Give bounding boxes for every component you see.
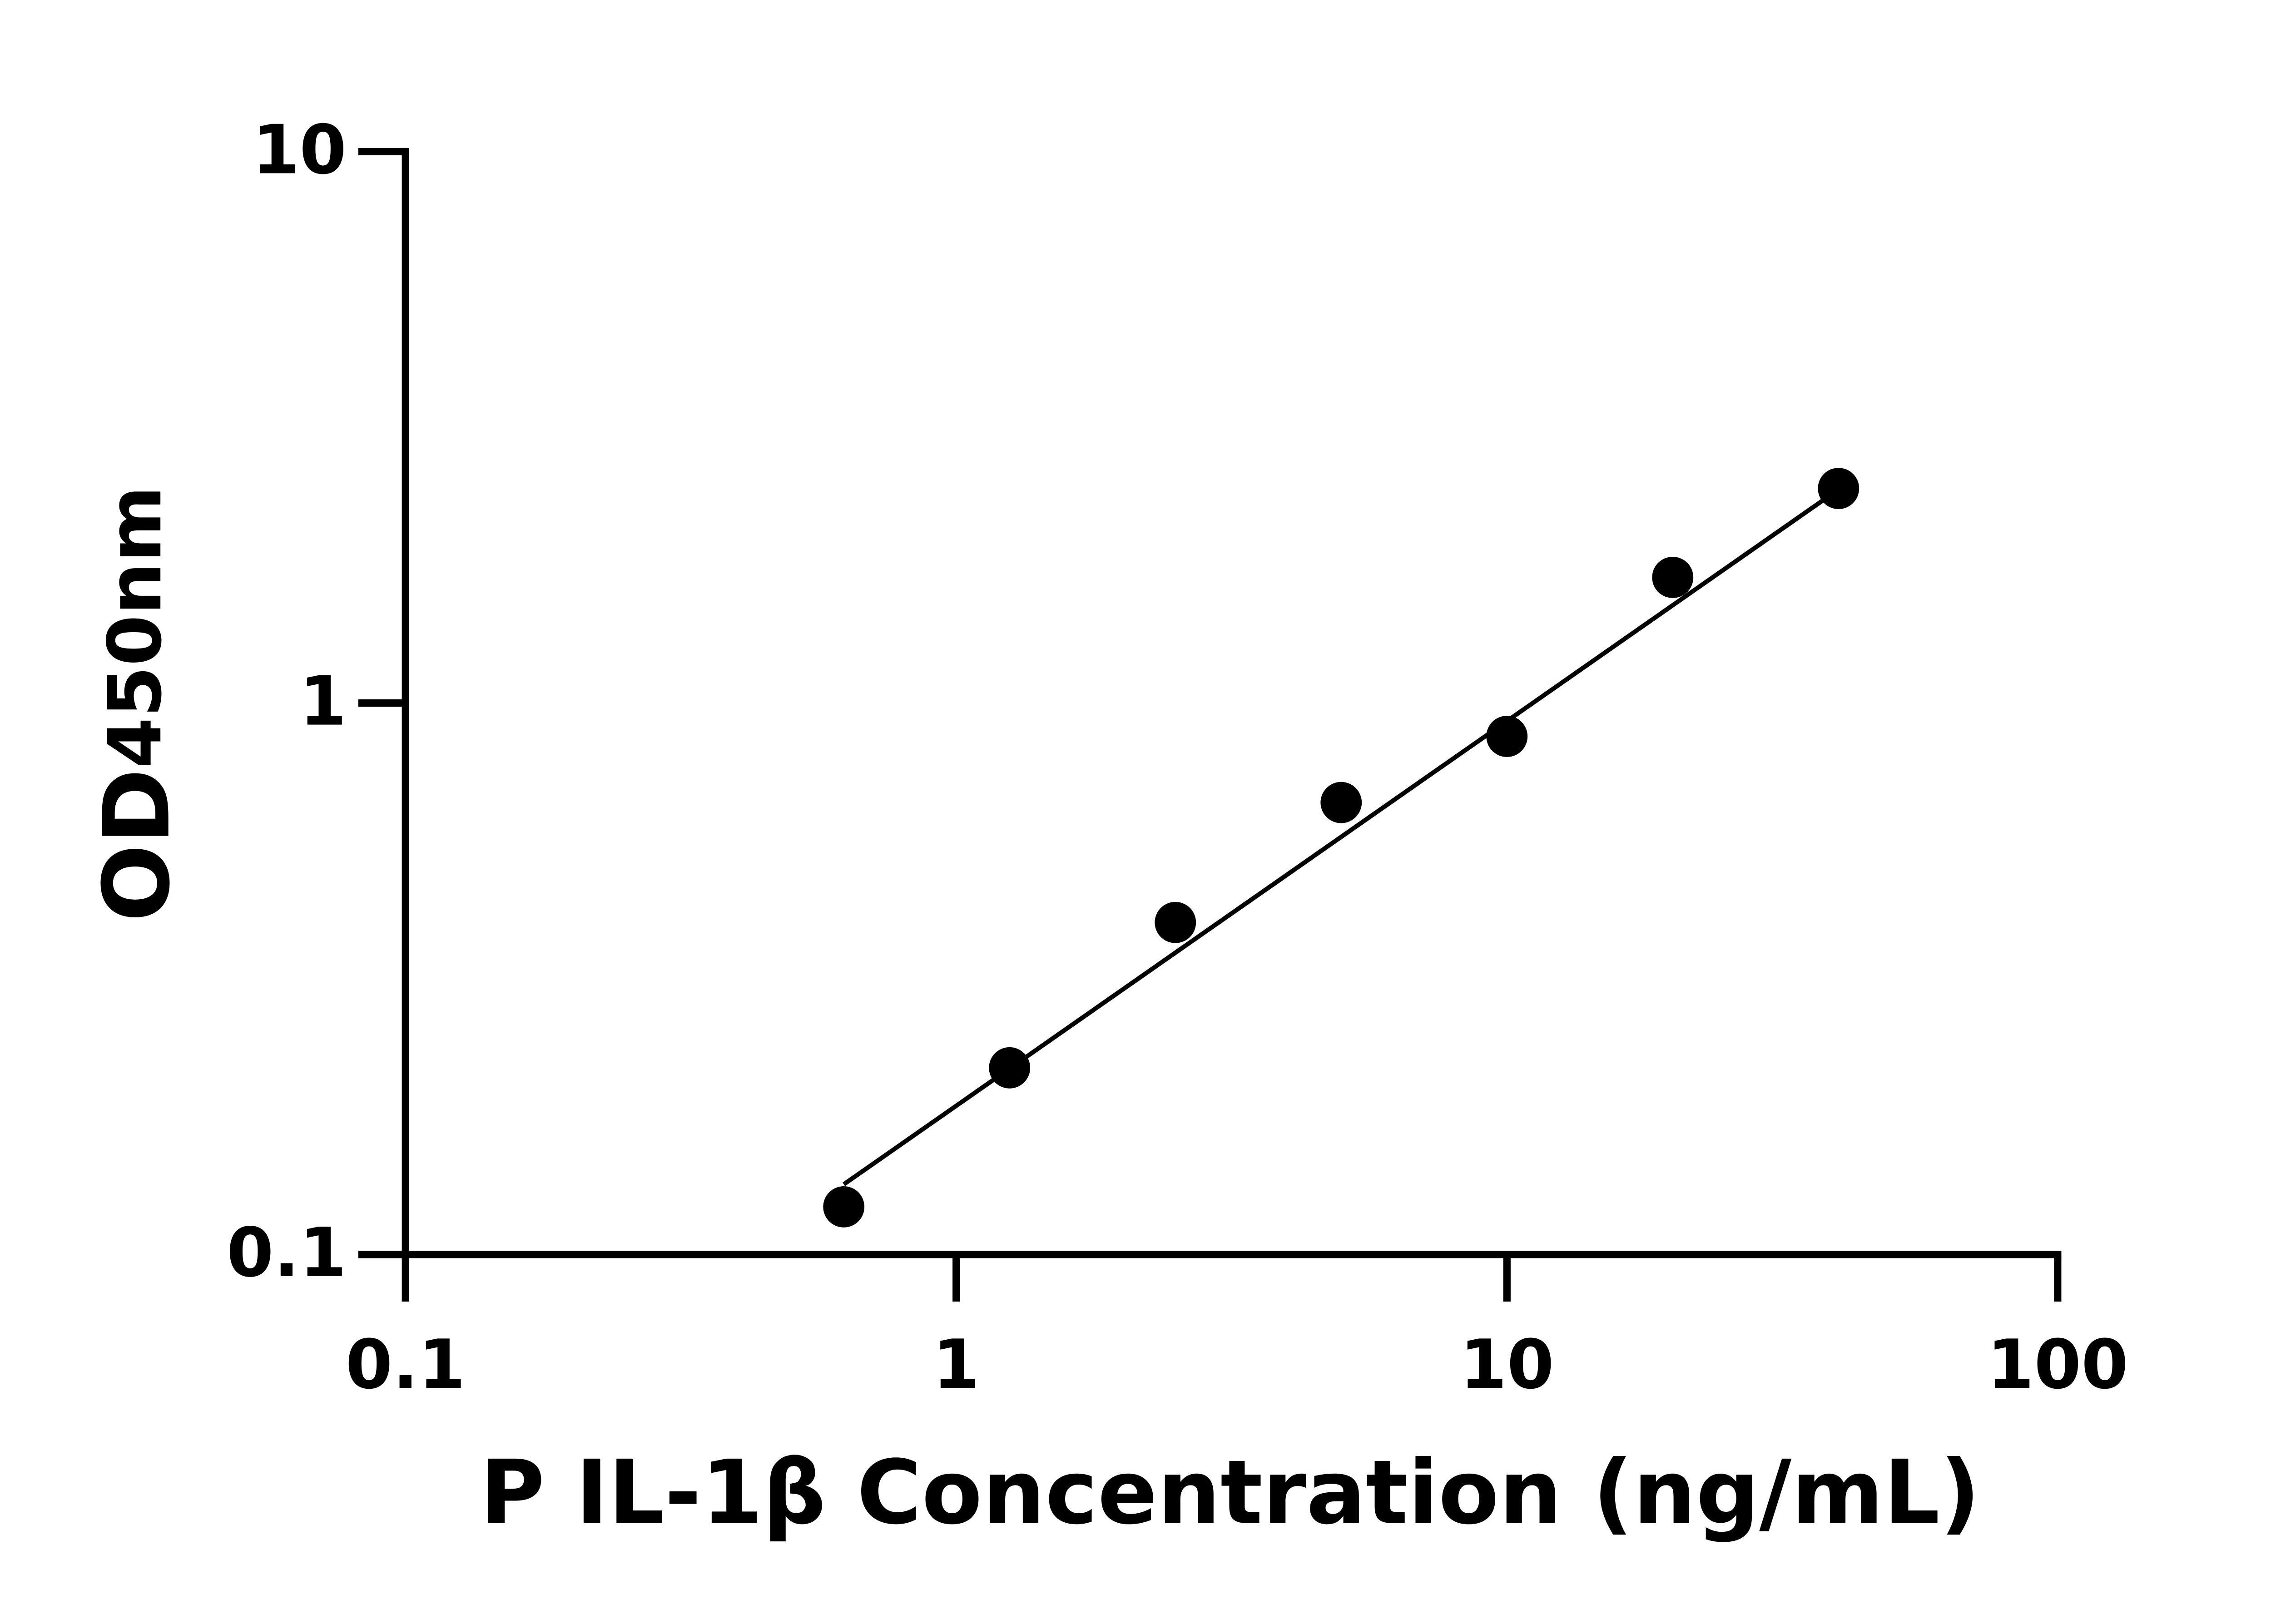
x-tick-label: 10 bbox=[1460, 1326, 1554, 1404]
data-point bbox=[1818, 468, 1859, 509]
data-point bbox=[1486, 716, 1528, 757]
x-axis-label: P IL-1β Concentration (ng/mL) bbox=[480, 1441, 1980, 1544]
y-tick-label: 1 bbox=[299, 663, 347, 741]
data-point bbox=[989, 1047, 1031, 1089]
y-axis-label-main: OD bbox=[84, 768, 190, 922]
y-axis-label: OD450nm bbox=[84, 486, 190, 922]
data-point bbox=[1652, 557, 1694, 598]
fit-line bbox=[842, 487, 1840, 1186]
x-tick-label: 0.1 bbox=[346, 1326, 466, 1404]
y-tick-label: 0.1 bbox=[227, 1214, 347, 1292]
y-tick-label: 10 bbox=[253, 111, 347, 189]
x-tick-label: 1 bbox=[932, 1326, 980, 1404]
x-tick-label: 100 bbox=[1987, 1326, 2128, 1404]
data-point bbox=[1320, 782, 1362, 823]
y-axis-label-sub: 450nm bbox=[93, 486, 179, 769]
data-point bbox=[1155, 901, 1196, 943]
data-point bbox=[823, 1186, 865, 1228]
